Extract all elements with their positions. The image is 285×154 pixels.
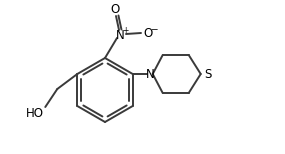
Text: S: S <box>204 67 211 81</box>
Text: O: O <box>143 26 153 39</box>
Text: −: − <box>150 24 158 34</box>
Text: N: N <box>146 67 155 81</box>
Text: HO: HO <box>26 107 44 120</box>
Text: O: O <box>110 2 120 16</box>
Text: +: + <box>122 26 128 34</box>
Text: N: N <box>116 28 124 41</box>
